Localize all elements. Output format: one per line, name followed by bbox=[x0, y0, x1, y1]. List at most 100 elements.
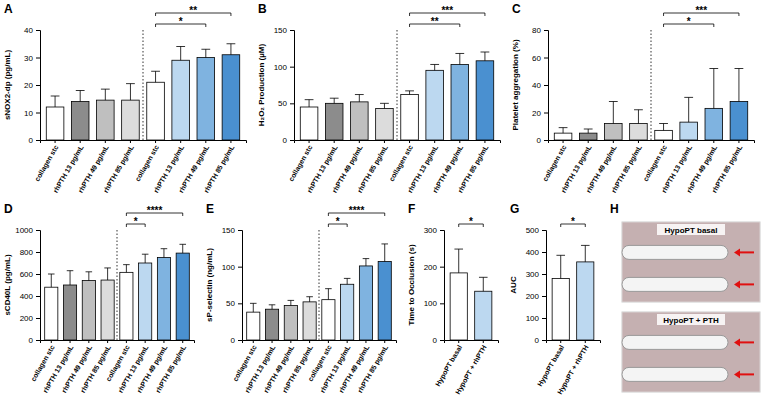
bar bbox=[401, 95, 419, 140]
tick-label: 40 bbox=[532, 81, 541, 90]
tick-label: 30 bbox=[24, 54, 33, 63]
bar bbox=[579, 133, 597, 140]
tick-mark bbox=[182, 340, 183, 343]
error-cap bbox=[201, 49, 210, 50]
tick-label: 0 bbox=[29, 336, 34, 345]
tick-mark bbox=[36, 340, 40, 341]
axis-line bbox=[243, 341, 397, 344]
tick: rhPTH 85 pg/mL bbox=[202, 140, 236, 194]
tick: 0 bbox=[535, 336, 546, 345]
error-stem bbox=[205, 49, 206, 57]
bar bbox=[157, 258, 170, 341]
caption-ground bbox=[657, 224, 725, 235]
tick-mark bbox=[542, 340, 546, 341]
tick-mark bbox=[55, 140, 56, 143]
arrow bbox=[738, 251, 754, 253]
group-separator bbox=[651, 30, 652, 140]
error-cap bbox=[101, 89, 110, 90]
tick-label: rhPTH 85 pg/mL bbox=[356, 343, 390, 394]
axis-line bbox=[440, 231, 445, 341]
tick-label: collagen stc bbox=[134, 144, 161, 183]
panel-letter: B bbox=[258, 2, 267, 16]
significance-label: *** bbox=[695, 5, 707, 16]
tick: 80 bbox=[532, 26, 548, 35]
channel bbox=[622, 367, 728, 381]
panel-letter: A bbox=[4, 2, 13, 16]
error-cap bbox=[405, 90, 414, 91]
error-cap bbox=[581, 245, 590, 246]
significance-label: ** bbox=[189, 5, 197, 16]
bar bbox=[475, 291, 492, 340]
tick-label: 100 bbox=[274, 63, 288, 72]
channel bbox=[622, 335, 728, 349]
tick-mark bbox=[290, 30, 294, 31]
tick: 0 bbox=[283, 136, 294, 145]
panel-letter: F bbox=[408, 202, 415, 216]
tick: 150 bbox=[274, 26, 294, 35]
bar bbox=[322, 300, 335, 340]
tick-mark bbox=[130, 140, 131, 143]
error-bar bbox=[101, 89, 110, 100]
error-cap bbox=[659, 123, 668, 124]
error-stem bbox=[51, 274, 52, 287]
error-stem bbox=[155, 71, 156, 82]
arrow-head bbox=[734, 338, 740, 346]
bar bbox=[378, 262, 391, 340]
error-bar bbox=[201, 49, 210, 57]
tick-mark bbox=[365, 340, 366, 343]
tick-mark bbox=[88, 340, 89, 343]
tick-mark bbox=[688, 140, 689, 143]
bar bbox=[300, 107, 318, 140]
error-cap bbox=[454, 249, 463, 250]
bar bbox=[630, 124, 648, 141]
group-separator bbox=[143, 30, 144, 140]
bar bbox=[45, 287, 58, 340]
error-bar bbox=[455, 53, 464, 64]
y-axis: 050100150 bbox=[274, 26, 295, 145]
tick: collagen stc bbox=[388, 140, 415, 183]
error-bar bbox=[142, 254, 149, 263]
tick-label: rhPTH 85 pg/mL bbox=[610, 143, 644, 194]
tick-label: 150 bbox=[274, 26, 288, 35]
panel: 0100200300HypoPT basalHypoPT + rhPTHTime… bbox=[407, 216, 499, 396]
bar bbox=[451, 64, 469, 140]
panel-letter: E bbox=[206, 202, 214, 216]
bar bbox=[120, 272, 133, 340]
tick-mark bbox=[290, 67, 294, 68]
error-cap bbox=[123, 264, 130, 265]
tick-mark bbox=[542, 296, 546, 297]
error-cap bbox=[76, 90, 85, 91]
tick-mark bbox=[440, 303, 444, 304]
tick: 500 bbox=[526, 226, 546, 235]
tick-label: 150 bbox=[222, 226, 236, 235]
error-cap bbox=[51, 96, 60, 97]
tick-label: collagen stc bbox=[642, 144, 669, 183]
axis-line bbox=[36, 231, 41, 341]
bar bbox=[71, 102, 89, 141]
error-bar bbox=[380, 103, 389, 108]
error-stem bbox=[347, 278, 348, 284]
error-bar bbox=[250, 303, 257, 312]
tick-label: 300 bbox=[424, 226, 438, 235]
tick-label: 400 bbox=[526, 248, 540, 257]
error-bar bbox=[454, 249, 463, 273]
tick-mark bbox=[347, 340, 348, 343]
error-cap bbox=[380, 103, 389, 104]
tick-mark bbox=[542, 318, 546, 319]
panel: 02004006008001000collagen stcrhPTH 13 pg… bbox=[3, 205, 195, 394]
error-cap bbox=[288, 300, 295, 301]
error-stem bbox=[107, 268, 108, 280]
tick-label: 100 bbox=[526, 314, 540, 323]
tick: 600 bbox=[20, 270, 40, 279]
x-axis: HypoPT basalHypoPT + rhPTH bbox=[434, 340, 499, 396]
image-caption: HypoPT basal bbox=[665, 226, 718, 235]
marks bbox=[554, 69, 747, 141]
arrow bbox=[738, 373, 754, 375]
significance-label: * bbox=[179, 16, 183, 27]
tick-mark bbox=[328, 340, 329, 343]
bar bbox=[63, 285, 76, 340]
marks bbox=[300, 52, 493, 140]
error-stem bbox=[563, 128, 564, 134]
error-bar bbox=[325, 289, 332, 300]
tick-label: rhPTH 85 pg/mL bbox=[281, 343, 315, 394]
